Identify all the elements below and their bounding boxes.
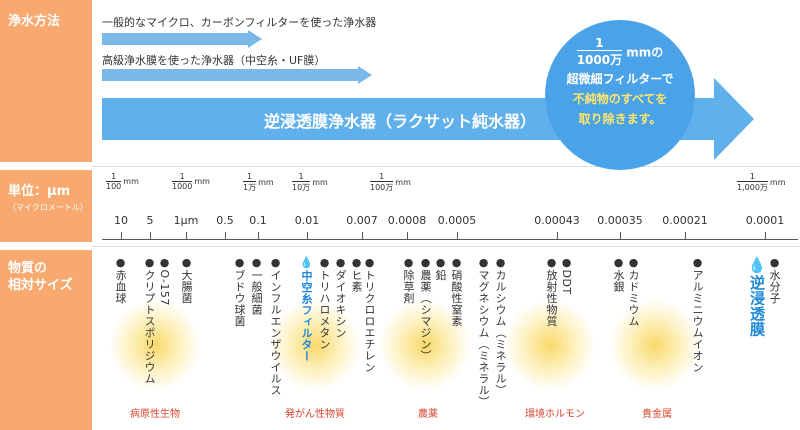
axis-tick	[407, 232, 408, 239]
scale-mark: 1 1,000万 mm	[737, 172, 786, 192]
scale-mark: 1 100 mm	[106, 172, 139, 191]
substance-label: ●一般細菌	[250, 256, 263, 316]
divider	[92, 166, 800, 167]
category-label: 発がん性物質	[285, 409, 345, 420]
method-section-label: 浄水方法	[0, 0, 92, 162]
substance-label: ●水分子	[768, 256, 781, 304]
substances-label: 物質の 相対サイズ	[8, 261, 73, 293]
category-label: 貴金属	[642, 409, 672, 420]
tick-label: 0.5	[216, 214, 234, 227]
category-glow	[270, 300, 360, 390]
circle-line2: 超微細フィルターで	[566, 72, 674, 86]
unit-label: 単位：μm	[8, 184, 71, 199]
substance-label: ●農薬（シマジン）	[419, 256, 432, 362]
axis-tick	[765, 232, 766, 239]
method-line2-label: 高級浄水膜を使った浄水器（中空糸・UF膜）	[102, 54, 326, 67]
substance-label: ●DDT	[560, 256, 573, 295]
scale-mark: 1 1万 mm	[243, 172, 274, 192]
scale-mark: 1 100万 mm	[370, 172, 411, 192]
divider	[92, 246, 800, 247]
tick-label: 0.01	[294, 214, 320, 227]
substance-label: ●インフルエンザウイルス	[269, 256, 282, 396]
tick-label: 5	[146, 214, 154, 227]
category-glow	[505, 300, 595, 390]
substance-label: ●除草剤	[402, 256, 415, 304]
substance-label: ●鉛	[434, 256, 447, 281]
axis-tick	[685, 232, 686, 239]
tick-label: 0.00035	[597, 214, 643, 227]
method-label: 浄水方法	[8, 14, 61, 29]
category-glow	[610, 300, 700, 390]
circle-fraction-num: 1	[576, 36, 623, 51]
method-line2-arrow	[102, 66, 372, 84]
substance-label: ●アルミニウムイオン	[691, 256, 704, 373]
circle-line4: 取り除きます。	[578, 112, 662, 126]
category-label: 環境ホルモン	[525, 409, 585, 420]
tick-label: 0.00043	[534, 214, 580, 227]
scale-axis	[102, 239, 798, 240]
method-line1-label: 一般的なマイクロ、カーボンフィルターを使った浄水器	[102, 16, 377, 29]
axis-tick	[362, 232, 363, 239]
substance-label: ●カドミウム	[627, 256, 640, 327]
tick-label: 0.007	[346, 214, 378, 227]
axis-tick	[457, 232, 458, 239]
category-label: 病原性生物	[130, 409, 180, 420]
tick-label: 0.0001	[745, 214, 785, 227]
tick-label: 10	[114, 214, 128, 227]
circle-unit: mmの	[626, 45, 664, 60]
tick-label: 0.0008	[387, 214, 427, 227]
substance-label: ●ヒ素	[350, 256, 363, 293]
unit-section-label: 単位：μm （マイクロメートル）	[0, 170, 92, 242]
hollow-fiber-filter-label: 💧中空糸フィルター	[300, 256, 313, 362]
axis-tick	[225, 232, 226, 239]
substance-label: ●ブドウ球菌	[233, 256, 246, 327]
main-method-label: 逆浸透膜浄水器（ラクサット純水器）	[264, 112, 537, 131]
category-glow	[110, 300, 200, 390]
substance-label: ●硝酸性窒素	[450, 256, 463, 327]
substance-label: ●マグネシウム（ミネラル）	[477, 256, 490, 408]
scale-mark: 1 10万 mm	[292, 172, 328, 192]
axis-tick	[258, 232, 259, 239]
substance-label: ●トリクロロエチレン	[363, 256, 376, 373]
scale-mark: 1 1000 mm	[172, 172, 210, 191]
substance-label: ●放射性物質	[545, 256, 558, 327]
circle-line3: 不純物のすべてを	[572, 92, 668, 106]
substance-label: ●ダイオキシン	[334, 256, 347, 339]
substance-label: ●トリハロメタン	[318, 256, 331, 350]
axis-tick	[620, 232, 621, 239]
substance-label: ●水銀	[612, 256, 625, 293]
axis-tick	[307, 232, 308, 239]
substance-label: ●赤血球	[114, 256, 127, 304]
axis-tick	[150, 232, 151, 239]
substance-label: ●クリプトスポリジウム	[143, 256, 156, 385]
circle-fraction-den: 1000万	[576, 53, 623, 67]
axis-tick	[557, 232, 558, 239]
tick-label: 1μm	[173, 214, 199, 227]
tick-label: 0.0005	[437, 214, 477, 227]
reverse-osmosis-label: 💧逆浸透膜	[748, 256, 766, 337]
circle-fraction: 1 1000万	[576, 36, 623, 68]
axis-tick	[121, 232, 122, 239]
axis-tick	[186, 232, 187, 239]
substance-label: ●カルシウム（ミネラル）	[494, 256, 507, 396]
substance-label: ●大腸菌	[180, 256, 193, 304]
method-line1-arrow	[102, 30, 262, 48]
category-glow	[380, 300, 470, 390]
category-label: 農薬	[418, 409, 438, 420]
unit-sub-label: （マイクロメートル）	[8, 203, 88, 212]
tick-label: 0.00021	[662, 214, 708, 227]
filter-callout-circle: 1 1000万 mmの 超微細フィルターで 不純物のすべてを 取り除きます。	[545, 20, 695, 170]
substance-label: ●O-157	[158, 256, 171, 306]
tick-label: 0.1	[249, 214, 267, 227]
substances-section-label: 物質の 相対サイズ	[0, 250, 92, 430]
